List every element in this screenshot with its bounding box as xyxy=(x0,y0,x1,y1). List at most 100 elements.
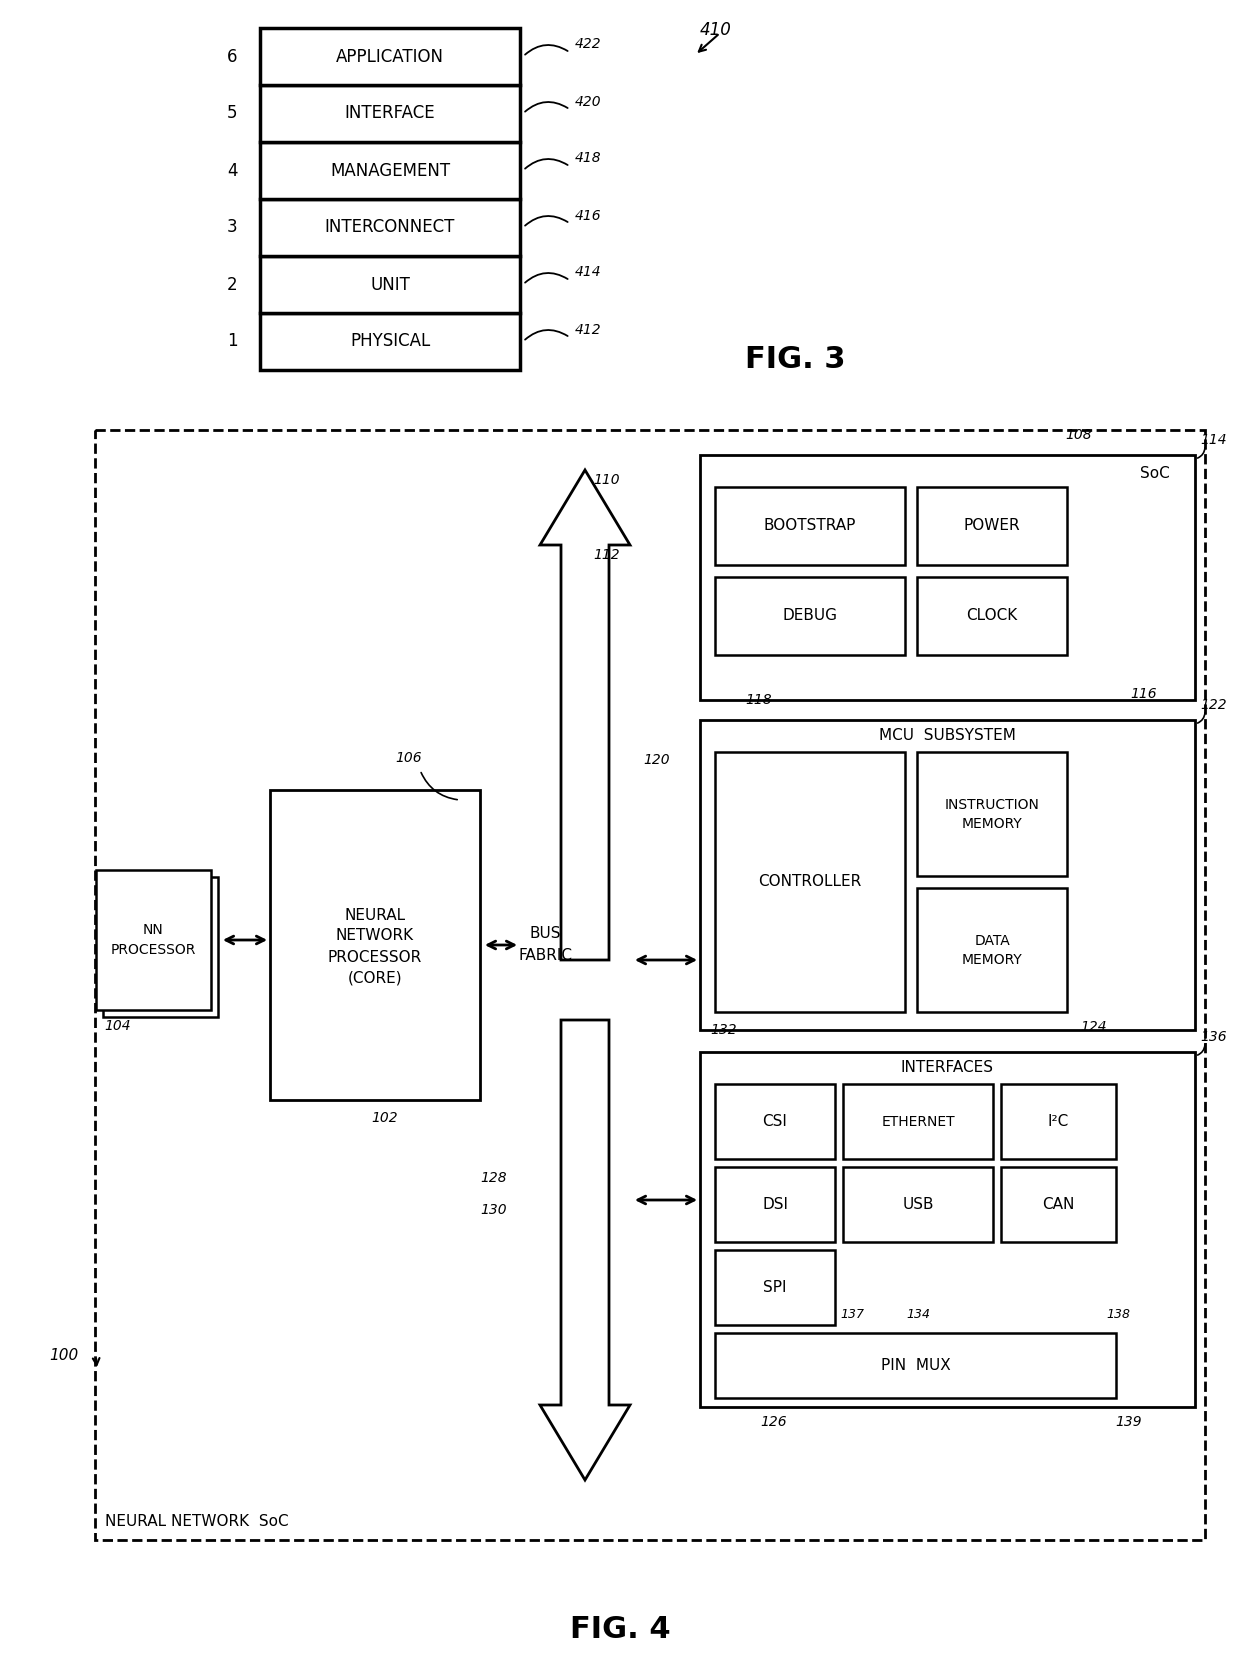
Bar xyxy=(1001,1083,1116,1160)
Bar xyxy=(715,1332,1116,1399)
Text: APPLICATION: APPLICATION xyxy=(336,48,444,65)
Text: 104: 104 xyxy=(104,1019,130,1034)
Text: 114: 114 xyxy=(1200,433,1226,446)
Text: 139: 139 xyxy=(1115,1415,1142,1428)
Bar xyxy=(701,1052,1195,1407)
Text: DEBUG: DEBUG xyxy=(782,609,837,624)
Bar xyxy=(701,455,1195,700)
Text: CONTROLLER: CONTROLLER xyxy=(759,874,862,889)
Text: NETWORK: NETWORK xyxy=(336,929,414,944)
Text: PHYSICAL: PHYSICAL xyxy=(350,332,430,350)
Text: 122: 122 xyxy=(1200,698,1226,712)
Text: SPI: SPI xyxy=(764,1281,786,1296)
Bar xyxy=(260,28,520,85)
Text: MEMORY: MEMORY xyxy=(962,952,1022,967)
Bar xyxy=(715,577,905,655)
Bar xyxy=(260,143,520,199)
Text: 410: 410 xyxy=(701,22,732,40)
Bar xyxy=(715,488,905,566)
Text: SoC: SoC xyxy=(1140,466,1169,481)
Text: BUS: BUS xyxy=(529,926,560,941)
Bar xyxy=(918,488,1066,566)
Text: 412: 412 xyxy=(575,322,601,337)
Text: 420: 420 xyxy=(575,95,601,108)
Text: 1: 1 xyxy=(227,332,237,350)
Text: 2: 2 xyxy=(227,275,237,294)
Text: 6: 6 xyxy=(227,48,237,65)
Bar xyxy=(95,869,211,1010)
Text: FIG. 3: FIG. 3 xyxy=(745,345,846,375)
Text: NEURAL NETWORK  SoC: NEURAL NETWORK SoC xyxy=(105,1515,289,1530)
Text: 118: 118 xyxy=(745,693,771,707)
Text: DATA: DATA xyxy=(975,934,1009,947)
Text: PIN  MUX: PIN MUX xyxy=(880,1357,950,1372)
Text: ETHERNET: ETHERNET xyxy=(882,1115,955,1128)
Bar xyxy=(95,430,1205,1540)
Bar xyxy=(918,888,1066,1012)
Text: PROCESSOR: PROCESSOR xyxy=(327,949,422,964)
Text: 126: 126 xyxy=(760,1415,786,1428)
Text: 134: 134 xyxy=(906,1309,930,1322)
Text: 136: 136 xyxy=(1200,1030,1226,1044)
Text: 3: 3 xyxy=(227,219,237,237)
Bar xyxy=(260,314,520,370)
Text: MEMORY: MEMORY xyxy=(962,816,1022,831)
Text: 414: 414 xyxy=(575,265,601,279)
Text: I²C: I²C xyxy=(1048,1113,1069,1130)
Text: CSI: CSI xyxy=(763,1113,787,1130)
Text: 116: 116 xyxy=(1130,687,1157,702)
Text: CLOCK: CLOCK xyxy=(966,609,1018,624)
Bar xyxy=(260,85,520,143)
Text: 106: 106 xyxy=(396,752,422,765)
Bar xyxy=(843,1083,993,1160)
Bar xyxy=(715,752,905,1012)
Bar xyxy=(260,199,520,255)
Text: DSI: DSI xyxy=(763,1198,787,1213)
Text: 418: 418 xyxy=(575,151,601,166)
Bar xyxy=(918,752,1066,876)
Text: 108: 108 xyxy=(1065,428,1091,441)
Text: 4: 4 xyxy=(227,161,237,179)
Text: 128: 128 xyxy=(480,1171,507,1185)
Text: 112: 112 xyxy=(593,547,620,562)
Text: CAN: CAN xyxy=(1043,1198,1075,1213)
Text: UNIT: UNIT xyxy=(370,275,410,294)
Bar xyxy=(715,1166,835,1243)
Polygon shape xyxy=(539,469,630,961)
Bar xyxy=(103,878,218,1017)
Text: INTERCONNECT: INTERCONNECT xyxy=(325,219,455,237)
Text: 5: 5 xyxy=(227,105,237,123)
Text: 138: 138 xyxy=(1106,1309,1130,1322)
Text: FIG. 4: FIG. 4 xyxy=(569,1616,671,1644)
Text: INTERFACES: INTERFACES xyxy=(901,1060,994,1075)
Text: PROCESSOR: PROCESSOR xyxy=(110,942,196,957)
Text: MANAGEMENT: MANAGEMENT xyxy=(330,161,450,179)
Text: 137: 137 xyxy=(839,1309,864,1322)
Text: INSTRUCTION: INSTRUCTION xyxy=(945,798,1039,811)
Text: MCU  SUBSYSTEM: MCU SUBSYSTEM xyxy=(879,728,1016,743)
Polygon shape xyxy=(539,1020,630,1480)
Text: 120: 120 xyxy=(644,753,670,766)
Bar xyxy=(715,1083,835,1160)
Text: 422: 422 xyxy=(575,38,601,51)
Bar xyxy=(1001,1166,1116,1243)
Bar xyxy=(843,1166,993,1243)
Text: FABRIC: FABRIC xyxy=(518,947,572,962)
Text: INTERFACE: INTERFACE xyxy=(345,105,435,123)
Text: POWER: POWER xyxy=(963,519,1021,534)
Text: 416: 416 xyxy=(575,209,601,222)
Text: USB: USB xyxy=(903,1198,934,1213)
Text: NN: NN xyxy=(143,922,164,937)
Text: 124: 124 xyxy=(1080,1020,1106,1034)
Text: BOOTSTRAP: BOOTSTRAP xyxy=(764,519,856,534)
Text: 100: 100 xyxy=(48,1347,78,1362)
Bar xyxy=(270,790,480,1100)
Bar xyxy=(260,255,520,314)
Text: (CORE): (CORE) xyxy=(347,971,402,985)
Bar xyxy=(701,720,1195,1030)
Text: 130: 130 xyxy=(480,1203,507,1218)
Text: 102: 102 xyxy=(372,1112,398,1125)
Text: NEURAL: NEURAL xyxy=(345,907,405,922)
Text: 110: 110 xyxy=(593,473,620,488)
Text: 132: 132 xyxy=(711,1024,737,1037)
